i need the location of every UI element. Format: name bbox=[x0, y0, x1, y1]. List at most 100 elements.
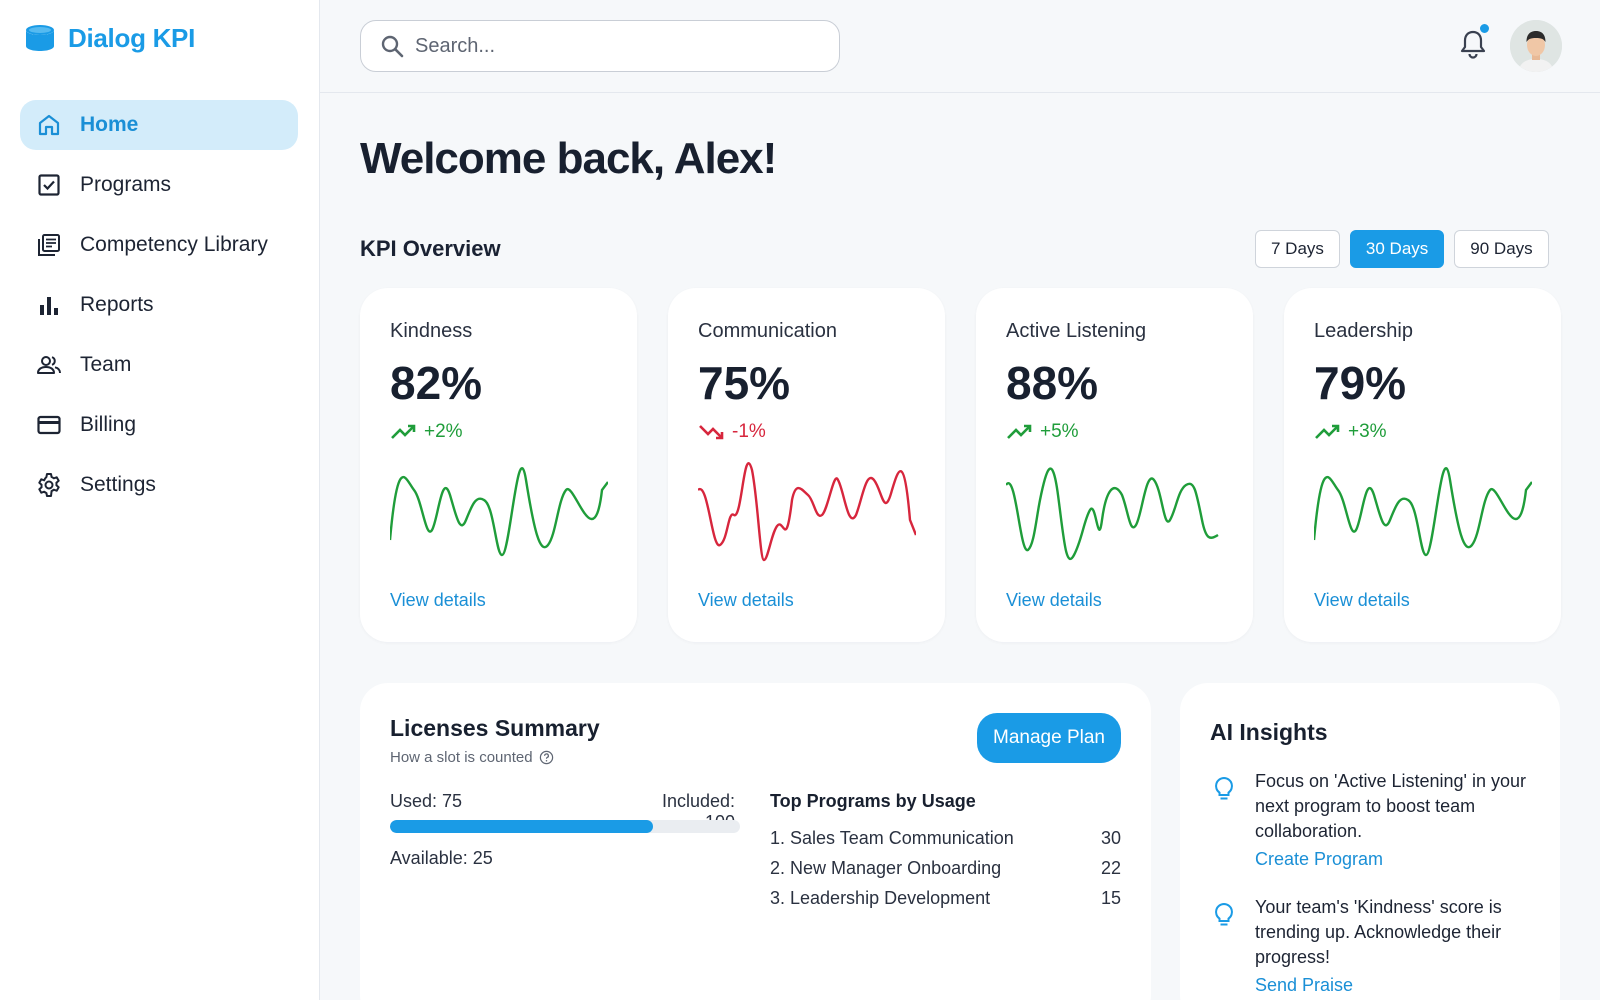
topbar bbox=[320, 0, 1600, 93]
gear-icon bbox=[36, 472, 62, 498]
notification-badge bbox=[1478, 22, 1491, 35]
sidebar-item-reports[interactable]: Reports bbox=[20, 280, 298, 330]
licenses-summary-card: Licenses Summary How a slot is counted M… bbox=[360, 683, 1151, 1000]
send-praise-link[interactable]: Send Praise bbox=[1255, 975, 1354, 995]
licenses-usage-bar bbox=[390, 820, 740, 833]
trend-up-icon bbox=[1315, 424, 1340, 439]
program-name: 1. Sales Team Communication bbox=[770, 827, 1014, 848]
kpi-name: Communication bbox=[698, 320, 837, 342]
kpi-sparkline bbox=[1006, 467, 1219, 561]
notifications-button[interactable] bbox=[1458, 22, 1491, 60]
sidebar-item-label: Billing bbox=[80, 413, 137, 436]
insight-text: Your team's 'Kindness' score is trending… bbox=[1255, 897, 1502, 967]
range-30-days-button[interactable]: 30 Days bbox=[1349, 230, 1445, 268]
kpi-card-kindness: Kindness 82% +2% View details bbox=[360, 288, 637, 642]
bar-chart-icon bbox=[36, 292, 62, 318]
library-icon bbox=[36, 232, 62, 258]
kpi-name: Leadership bbox=[1314, 320, 1413, 342]
program-count: 30 bbox=[1100, 827, 1121, 848]
home-icon bbox=[36, 112, 62, 138]
sidebar-item-home[interactable]: Home bbox=[20, 100, 298, 150]
brand[interactable]: Dialog KPI bbox=[24, 22, 195, 54]
kpi-value: 82% bbox=[390, 357, 483, 409]
program-count: 15 bbox=[1100, 887, 1121, 908]
kpi-value: 88% bbox=[1006, 357, 1099, 409]
licenses-available: Available: 25 bbox=[390, 848, 493, 868]
kpi-name: Active Listening bbox=[1006, 320, 1147, 342]
kpi-delta: +2% bbox=[390, 421, 463, 443]
kpi-delta-value: -1% bbox=[732, 421, 766, 442]
licenses-subtitle: How a slot is counted bbox=[390, 749, 533, 766]
licenses-usage-fill bbox=[390, 820, 653, 833]
bell-icon bbox=[1460, 30, 1486, 59]
view-details-link[interactable]: View details bbox=[698, 590, 794, 610]
kpi-card-communication: Communication 75% -1% View details bbox=[668, 288, 945, 642]
sidebar-item-label: Programs bbox=[80, 173, 172, 196]
kpi-delta-value: +3% bbox=[1348, 421, 1387, 442]
team-icon bbox=[36, 352, 62, 378]
view-details-link[interactable]: View details bbox=[1314, 590, 1410, 610]
licenses-used: Used: 75 bbox=[390, 791, 463, 811]
list-item: 3. Leadership Development 15 bbox=[770, 883, 1121, 913]
help-circle-icon bbox=[539, 750, 553, 765]
kpi-name: Kindness bbox=[390, 320, 473, 342]
sidebar-item-competency-library[interactable]: Competency Library bbox=[20, 220, 298, 270]
brand-name: Dialog KPI bbox=[68, 22, 196, 53]
search-input[interactable] bbox=[415, 34, 815, 58]
credit-card-icon bbox=[36, 412, 62, 438]
kpi-card-active-listening: Active Listening 88% +5% View details bbox=[976, 288, 1253, 642]
search-icon bbox=[381, 35, 404, 58]
kpi-overview-title: KPI Overview bbox=[360, 236, 501, 261]
range-7-days-button[interactable]: 7 Days bbox=[1255, 230, 1340, 268]
avatar[interactable] bbox=[1510, 20, 1562, 72]
sidebar-nav: Home Programs Competency Library Reports… bbox=[20, 100, 298, 520]
ai-insights-card: AI Insights Focus on 'Active Listening' … bbox=[1180, 683, 1560, 1000]
sidebar-item-billing[interactable]: Billing bbox=[20, 400, 298, 450]
kpi-sparkline bbox=[698, 462, 916, 562]
view-details-link[interactable]: View details bbox=[390, 590, 486, 610]
sidebar-item-programs[interactable]: Programs bbox=[20, 160, 298, 210]
program-name: 3. Leadership Development bbox=[770, 887, 991, 908]
kpi-value: 75% bbox=[698, 357, 791, 409]
sidebar-item-team[interactable]: Team bbox=[20, 340, 298, 390]
kpi-card-leadership: Leadership 79% +3% View details bbox=[1284, 288, 1561, 642]
sidebar-item-label: Reports bbox=[80, 293, 154, 316]
kpi-delta-value: +2% bbox=[424, 421, 463, 442]
manage-plan-button[interactable]: Manage Plan bbox=[977, 713, 1121, 763]
sidebar-item-label: Settings bbox=[80, 473, 156, 496]
program-name: 2. New Manager Onboarding bbox=[770, 857, 1002, 878]
sidebar-item-settings[interactable]: Settings bbox=[20, 460, 298, 510]
kpi-sparkline bbox=[1314, 467, 1532, 557]
kpi-delta: +5% bbox=[1006, 421, 1079, 443]
ai-insights-title: AI Insights bbox=[1210, 719, 1328, 745]
lightbulb-icon bbox=[1215, 902, 1233, 926]
trend-down-icon bbox=[699, 425, 724, 440]
licenses-help-link[interactable]: How a slot is counted bbox=[390, 749, 554, 766]
list-item: 1. Sales Team Communication 30 bbox=[770, 823, 1121, 853]
create-program-link[interactable]: Create Program bbox=[1255, 849, 1384, 869]
kpi-value: 79% bbox=[1314, 357, 1407, 409]
trend-up-icon bbox=[1007, 424, 1032, 439]
database-logo-icon bbox=[26, 25, 54, 51]
sidebar-item-label: Competency Library bbox=[80, 233, 268, 256]
top-programs-title: Top Programs by Usage bbox=[770, 791, 976, 811]
trend-up-icon bbox=[391, 424, 416, 439]
licenses-title: Licenses Summary bbox=[390, 715, 600, 741]
kpi-delta-value: +5% bbox=[1040, 421, 1079, 442]
sidebar-item-label: Team bbox=[80, 353, 132, 376]
list-item: 2. New Manager Onboarding 22 bbox=[770, 853, 1121, 883]
search-box[interactable] bbox=[360, 20, 840, 72]
kpi-sparkline bbox=[390, 467, 608, 557]
insight-text: Focus on 'Active Listening' in your next… bbox=[1255, 771, 1527, 841]
user-avatar-icon bbox=[1510, 20, 1562, 72]
checkbox-icon bbox=[36, 172, 62, 198]
kpi-delta: +3% bbox=[1314, 421, 1387, 443]
sidebar-item-label: Home bbox=[80, 113, 139, 136]
date-range-selector: 7 Days 30 Days 90 Days bbox=[1255, 230, 1549, 268]
lightbulb-icon bbox=[1215, 776, 1233, 800]
program-count: 22 bbox=[1100, 857, 1121, 878]
view-details-link[interactable]: View details bbox=[1006, 590, 1102, 610]
range-90-days-button[interactable]: 90 Days bbox=[1454, 230, 1549, 268]
top-programs-list: 1. Sales Team Communication 30 2. New Ma… bbox=[770, 823, 1121, 913]
page-title: Welcome back, Alex! bbox=[360, 134, 777, 183]
